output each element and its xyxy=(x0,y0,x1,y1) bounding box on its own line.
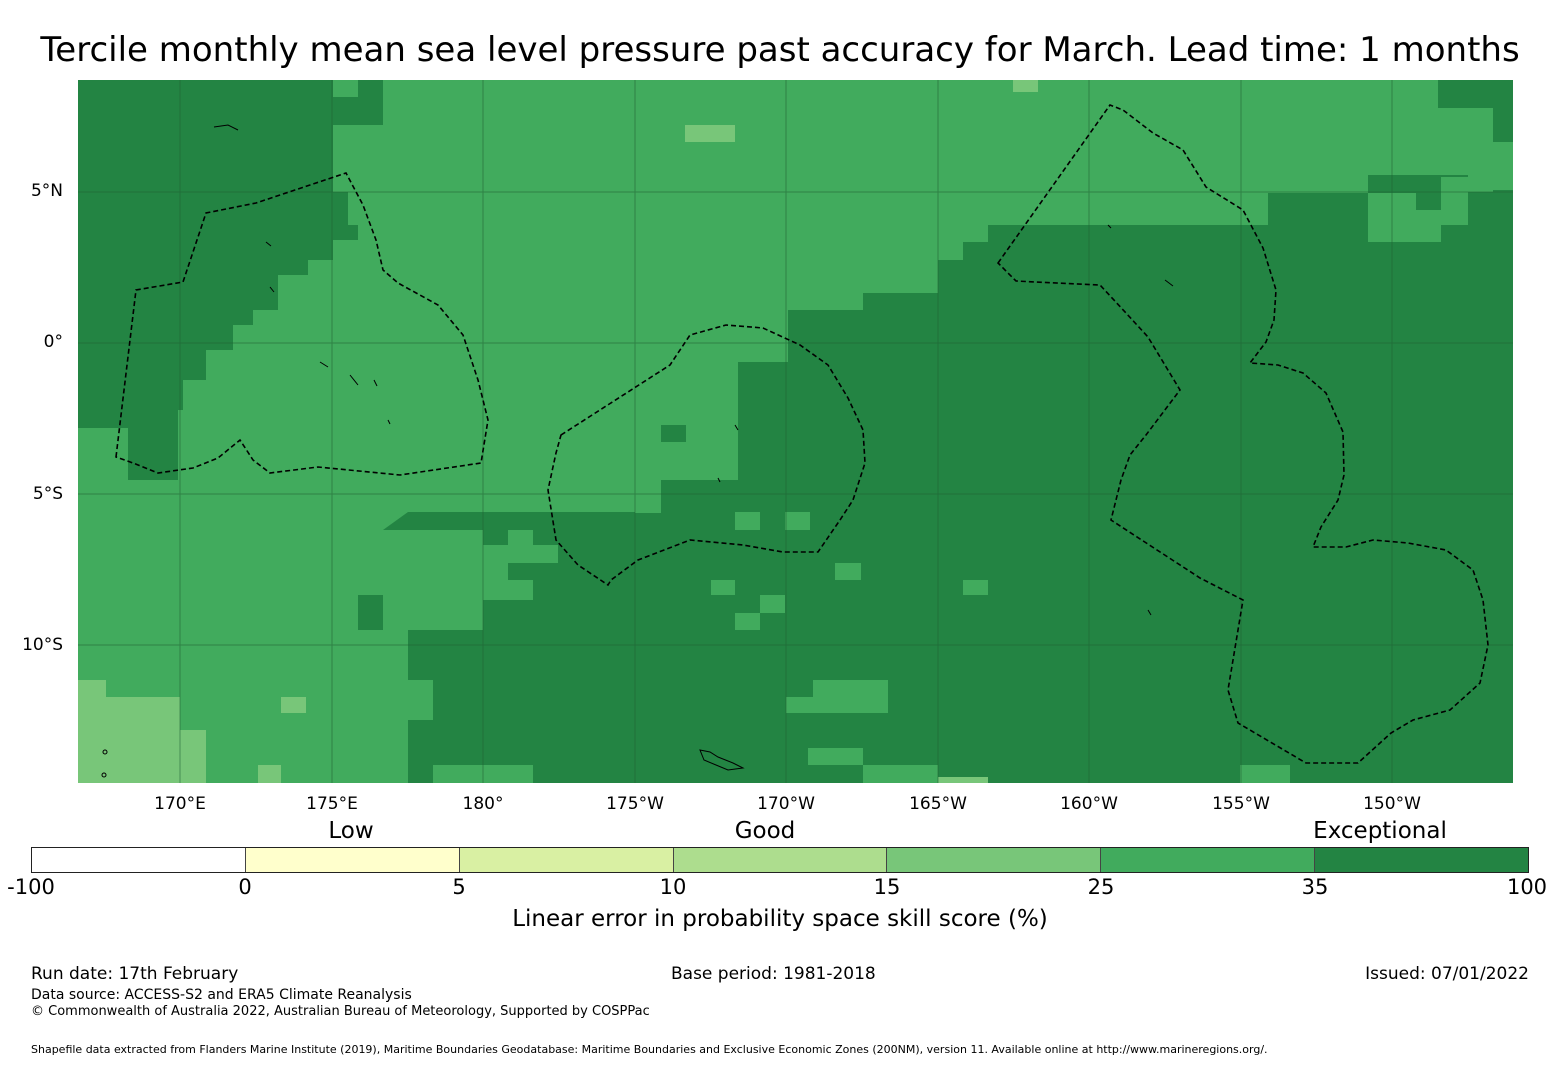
good-patch-south-1 xyxy=(813,680,888,713)
lon-label-155w: 155°W xyxy=(1212,794,1270,814)
good-patch-left xyxy=(483,545,558,563)
colorbar-tick: 10 xyxy=(659,875,687,899)
skill-score-map xyxy=(78,80,1513,783)
eez-boundaries xyxy=(115,104,1489,764)
lat-label-10s: 10°S xyxy=(22,635,63,655)
colorbar-tick: 15 xyxy=(873,875,901,899)
colorbar-title: Linear error in probability space skill … xyxy=(512,906,1048,932)
lon-label-175w: 175°W xyxy=(606,794,664,814)
eez-boundary-tokelau xyxy=(547,324,866,587)
exceptional-region-southwest-block xyxy=(358,595,383,630)
colorbar-bin xyxy=(887,848,1102,872)
exceptional-region-northwest xyxy=(78,80,383,480)
coastline-cook-north xyxy=(1107,224,1174,616)
good-patch-south-5 xyxy=(1240,765,1290,783)
map-title: Tercile monthly mean sea level pressure … xyxy=(40,30,1520,70)
lon-label-165w: 165°W xyxy=(909,794,967,814)
lat-label-0: 0° xyxy=(43,332,63,352)
coastline-tokelau xyxy=(717,424,739,483)
coastline-islet xyxy=(101,772,107,778)
good-skill-patches xyxy=(433,80,1513,783)
moderate-patch-south-6 xyxy=(938,777,988,783)
good-patch-center-1 xyxy=(735,512,760,530)
good-patch-center-2 xyxy=(785,512,810,530)
coastline-islet xyxy=(102,749,108,755)
good-patch-east-right xyxy=(1441,108,1513,190)
colorbar-bin xyxy=(1101,848,1316,872)
category-label-low: Low xyxy=(328,818,374,844)
coastlines xyxy=(101,124,1174,778)
colorbar-tick: 5 xyxy=(452,875,466,899)
good-patch-south-2 xyxy=(786,697,813,713)
moderate-patch-north-2 xyxy=(1013,80,1038,92)
moderate-patch-southwest xyxy=(78,680,206,783)
lon-label-170e: 170°E xyxy=(154,794,206,814)
lat-label-5s: 5°S xyxy=(32,484,63,504)
base-period: Base period: 1981-2018 xyxy=(671,964,876,984)
shapefile-note: Shapefile data extracted from Flanders M… xyxy=(31,1043,1268,1056)
colorbar-tick: 35 xyxy=(1301,875,1329,899)
colorbar-tick: 0 xyxy=(238,875,252,899)
lon-label-170w: 170°W xyxy=(757,794,815,814)
exceptional-region-tongue xyxy=(661,425,686,475)
good-patch-center-3 xyxy=(835,563,861,580)
colorbar-bin xyxy=(673,848,888,872)
copyright: © Commonwealth of Australia 2022, Austra… xyxy=(31,1004,650,1019)
lon-label-150w: 150°W xyxy=(1363,794,1421,814)
graticule xyxy=(78,80,1513,783)
coastline-tuvalu-atolls xyxy=(213,124,391,425)
lon-label-175e: 175°E xyxy=(306,794,358,814)
good-patch-east-upper xyxy=(1165,177,1493,242)
moderate-skill-patches xyxy=(78,80,1038,783)
lon-label-160w: 160°W xyxy=(1060,794,1118,814)
category-label-good: Good xyxy=(734,818,796,844)
exceptional-region-north-pixel xyxy=(358,80,383,108)
exceptional-skill-regions xyxy=(78,80,1513,783)
good-patch-center-4 xyxy=(963,580,988,595)
colorbar-bin xyxy=(1315,848,1529,872)
good-patch-south-3 xyxy=(808,748,863,765)
moderate-patch-north xyxy=(685,125,735,142)
colorbar-tick: -100 xyxy=(7,875,55,899)
colorbar-tick: 100 xyxy=(1506,875,1548,899)
colorbar-bin xyxy=(245,848,460,872)
coastline-samoa xyxy=(699,749,745,771)
colorbar-tick: 25 xyxy=(1087,875,1115,899)
exceptional-region-south-central xyxy=(383,512,635,530)
issued-date: Issued: 07/01/2022 xyxy=(1365,964,1529,984)
lon-label-180: 180° xyxy=(462,794,504,814)
lat-label-5n: 5°N xyxy=(30,181,63,201)
moderate-patch-sw-2 xyxy=(281,697,306,713)
good-patch-center-5 xyxy=(711,580,735,595)
good-patch-ne-strip xyxy=(1340,80,1438,92)
eez-boundary-cook-islands xyxy=(996,104,1489,764)
data-source: Data source: ACCESS-S2 and ERA5 Climate … xyxy=(31,987,412,1003)
category-label-exceptional: Exceptional xyxy=(1313,818,1447,844)
moderate-patch-sw-3 xyxy=(258,765,281,783)
good-patch-center-6 xyxy=(760,595,785,613)
eez-boundary-tuvalu xyxy=(115,172,489,476)
good-patch-south-4 xyxy=(863,765,938,783)
good-patch-left-2 xyxy=(508,530,533,545)
colorbar-bin xyxy=(459,848,674,872)
run-date: Run date: 17th February xyxy=(31,964,239,984)
colorbar-bin xyxy=(32,848,246,872)
exceptional-region-east xyxy=(408,80,1513,783)
colorbar xyxy=(31,847,1529,873)
good-patch-center-7 xyxy=(735,613,760,630)
